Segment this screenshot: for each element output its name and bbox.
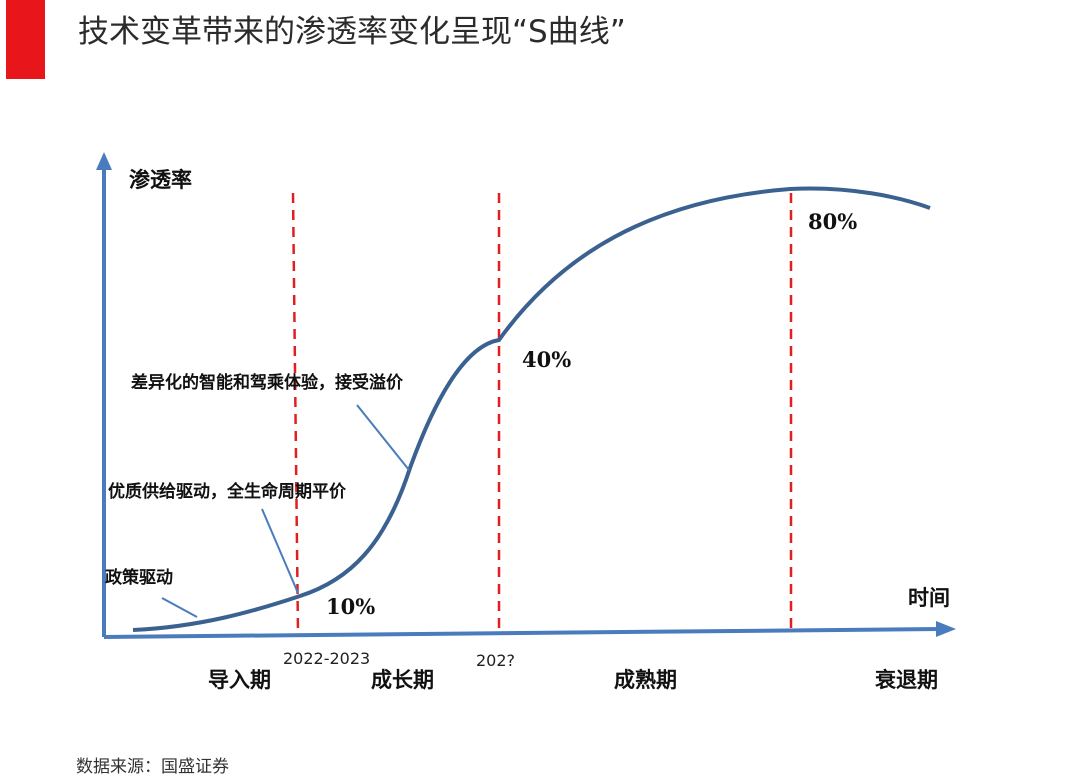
divider-intro-growth xyxy=(291,192,300,635)
y-axis-arrow xyxy=(96,152,112,170)
pointer-quality xyxy=(261,508,299,594)
x-axis-label: 时间 xyxy=(908,585,950,610)
year-label-1: 2022-2023 xyxy=(283,649,370,668)
accent-bar xyxy=(6,0,45,79)
phase-growth: 成长期 xyxy=(371,667,434,692)
annotation-premium: 差异化的智能和驾乘体验，接受溢价 xyxy=(131,372,404,393)
s-curve xyxy=(132,186,931,632)
phase-decline: 衰退期 xyxy=(875,667,938,692)
percent-10: 10% xyxy=(326,594,375,619)
pointer-policy xyxy=(161,597,198,618)
y-axis-label: 渗透率 xyxy=(129,167,192,192)
annotation-policy: 政策驱动 xyxy=(105,567,173,588)
annotation-quality: 优质供给驱动，全生命周期平价 xyxy=(108,481,347,502)
x-axis xyxy=(103,627,941,639)
pointer-premium xyxy=(356,404,410,471)
percent-80: 80% xyxy=(808,209,857,234)
phase-mature: 成熟期 xyxy=(614,667,677,692)
data-source: 数据来源：国盛证券 xyxy=(76,757,229,777)
page-title: 技术变革带来的渗透率变化呈现“S曲线” xyxy=(78,14,626,50)
phase-intro: 导入期 xyxy=(208,667,271,692)
percent-40: 40% xyxy=(522,347,571,372)
year-label-2: 202? xyxy=(476,651,515,670)
x-axis-arrow xyxy=(936,621,956,637)
